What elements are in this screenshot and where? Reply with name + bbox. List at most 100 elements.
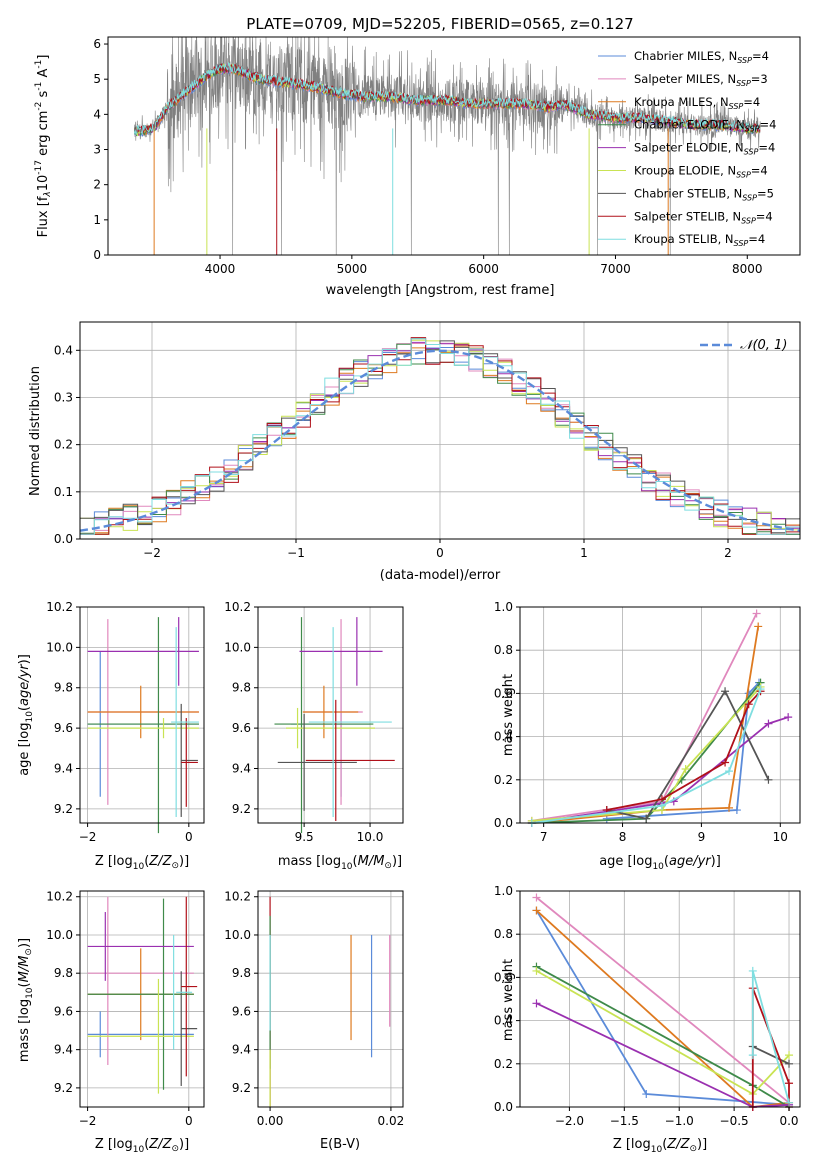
y-tick-label: 0.6 [494,970,513,984]
weight-marker [764,775,773,784]
weight-line-chabrier_miles [606,681,760,820]
y-tick-label: 0.3 [54,390,73,404]
legend-label-salpeter_stelib: Salpeter STELIB, NSSP=4 [634,209,773,225]
weight-line-chabrier_miles [535,909,790,1106]
x-tick-label: −2 [79,1114,97,1128]
model-line-kroupa_stelib [133,62,761,137]
residuals-panel: −2 −1 0 1 2 0.0 0.1 0.2 0.3 0.4 (data-model)/erro… [28,321,801,583]
weight-marker [756,685,765,694]
x-tick-label: 5000 [337,262,368,276]
residuals-ylabel: Normed distribution [28,366,43,496]
y-tick-label: 9.6 [54,1004,73,1018]
weight-marker [748,966,757,975]
legend-label-salpeter_elodie: Salpeter ELODIE, NSSP=4 [634,141,775,157]
y-tick-label: 0.4 [494,730,513,744]
y-tick-label: 9.2 [54,802,73,816]
x-axis-label: Z [log10(Z/Z⊙)] [613,1137,707,1155]
y-tick-label: 9.4 [54,761,73,775]
y-tick-label: 9.4 [232,1043,251,1057]
weight-marker [752,609,761,618]
weight-line-salpeter_elodie [531,716,789,824]
legend-label-chabrier_miles: Chabrier MILES, NSSP=4 [634,49,769,65]
mass-vs-extinction-panel: 0.00 0.02 9.2 9.4 9.6 9.8 10.0 10.2 E(B-V) [224,890,404,1152]
y-tick-label: 0.1 [54,485,73,499]
weight-marker [721,758,730,767]
x-axis-label: E(B-V) [320,1137,360,1152]
x-tick-label: 6000 [468,262,499,276]
y-axis-label: mass [log10(M/M⊙)] [17,938,35,1062]
y-tick-label: 0 [93,248,101,262]
y-tick-label: 2 [93,178,101,192]
x-tick-label: 7000 [600,262,631,276]
x-tick-label: 9 [698,830,706,844]
age-vs-mass-panel: 9.5 10.0 9.2 9.4 9.6 9.8 10.0 10.2 mass [log10(M… [224,600,404,872]
y-tick-label: 1 [93,213,101,227]
weight-marker [532,966,541,975]
model-spectra-lines [133,62,761,255]
legend-label-kroupa_elodie: Kroupa ELODIE, NSSP=4 [634,164,768,180]
x-tick-label: 0.0 [779,1114,798,1128]
legend-label-chabrier_elodie: Chabrier ELODIE, NSSP=4 [634,118,776,134]
y-tick-label: 9.6 [54,721,73,735]
weight-marker [657,801,666,810]
y-tick-label: 0.8 [494,927,513,941]
y-tick-label: 9.8 [54,966,73,980]
weight-line-kroupa_stelib [751,970,790,1103]
parameter-panels: −2 0 9.2 9.4 9.6 9.8 10.0 10.2 Z [log10(Z/Z⊙)] ag… [17,600,801,1155]
x-tick-label: −1 [287,546,305,560]
x-axis-label: Z [log10(Z/Z⊙)] [95,1137,189,1155]
panel-frame [79,606,205,824]
y-tick-label: 0.0 [494,1100,513,1114]
legend-label-kroupa_miles: Kroupa MILES, NSSP=4 [634,95,760,111]
weight-line-kroupa_stelib [531,688,762,824]
weight-marker [754,622,763,631]
weight-marker [785,1079,794,1088]
weight-marker [785,1098,794,1107]
x-tick-label: 8 [619,830,627,844]
y-tick-label: 10.2 [46,890,73,904]
weight-line-kroupa_elodie [536,970,790,1096]
model-line-salpeter_stelib [134,63,761,135]
y-tick-label: 9.6 [232,721,251,735]
x-tick-label: −1.5 [610,1114,639,1128]
weight-vs-metallicity-panel: −2.0 −1.5 −1.0 −0.5 0.0 0.0 0.2 0.4 0.6 0.8 1.0 Z [… [494,884,801,1155]
weight-marker [532,999,541,1008]
x-tick-label: 0 [436,546,444,560]
weight-marker [748,1051,757,1060]
x-tick-label: 0 [185,830,193,844]
legend-label-salpeter_miles: Salpeter MILES, NSSP=3 [634,72,768,88]
residuals-xlabel: (data-model)/error [380,568,501,583]
legend-label-kroupa_stelib: Kroupa STELIB, NSSP=4 [634,232,765,248]
y-tick-label: 1.0 [494,884,513,898]
weight-marker [681,765,690,773]
weight-marker [725,803,734,812]
weight-marker [532,906,541,915]
observed-spectrum-line [134,36,761,256]
x-axis-label: Z [log10(Z/Z⊙)] [95,854,189,872]
x-tick-label: 0.02 [378,1114,405,1128]
y-tick-label: 10.2 [224,600,251,614]
weight-marker [721,687,730,696]
y-tick-label: 10.2 [46,600,73,614]
panel-frame [257,890,404,1108]
x-tick-label: 10.0 [357,830,384,844]
panel-frame [519,890,801,1108]
gauss-legend-label: 𝒩(0, 1) [740,338,787,353]
y-axis-label: age [log10(age/yr)] [17,654,35,776]
model-line-chabrier_stelib [133,63,761,136]
x-tick-label: 4000 [205,262,236,276]
y-tick-label: 10.2 [224,890,251,904]
y-tick-label: 0.6 [494,686,513,700]
y-tick-label: 3 [93,143,101,157]
x-tick-label: 9.5 [295,830,314,844]
gaussian-curve [79,349,801,532]
y-tick-label: 0.2 [494,1057,513,1071]
x-tick-label: 7 [540,830,548,844]
x-tick-label: 2 [724,546,732,560]
weight-marker [725,767,734,776]
residual-histograms [80,337,800,535]
histogram-kroupa_stelib [80,338,800,535]
y-tick-label: 0.4 [494,1014,513,1028]
x-tick-label: 10 [773,830,788,844]
